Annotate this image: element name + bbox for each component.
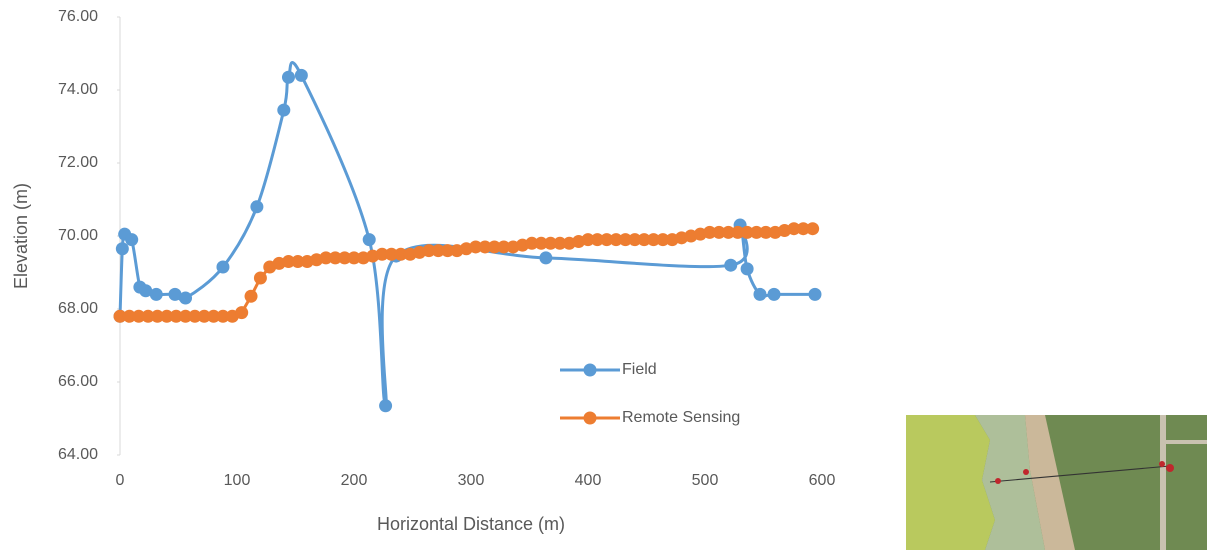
point bbox=[379, 399, 392, 412]
inset-map bbox=[906, 415, 1207, 550]
point bbox=[741, 262, 754, 275]
y-tick-label: 72.00 bbox=[58, 154, 98, 171]
x-tick-label: 300 bbox=[458, 472, 485, 489]
point bbox=[125, 233, 138, 246]
legend-marker bbox=[584, 364, 597, 377]
point bbox=[282, 71, 295, 84]
point bbox=[250, 200, 263, 213]
point bbox=[116, 242, 129, 255]
point bbox=[808, 288, 821, 301]
point bbox=[254, 271, 267, 284]
point bbox=[150, 288, 163, 301]
y-axis-title: Elevation (m) bbox=[11, 183, 31, 289]
point bbox=[245, 290, 258, 303]
point bbox=[539, 251, 552, 264]
point bbox=[295, 69, 308, 82]
x-tick-label: 500 bbox=[692, 472, 719, 489]
point bbox=[768, 288, 781, 301]
point bbox=[753, 288, 766, 301]
point bbox=[724, 259, 737, 272]
x-tick-label: 400 bbox=[575, 472, 602, 489]
y-tick-label: 64.00 bbox=[58, 446, 98, 463]
point bbox=[806, 222, 819, 235]
point bbox=[216, 261, 229, 274]
legend-marker bbox=[584, 412, 597, 425]
y-tick-label: 70.00 bbox=[58, 227, 98, 244]
y-tick-label: 74.00 bbox=[58, 81, 98, 98]
x-tick-label: 200 bbox=[341, 472, 368, 489]
legend-label: Field bbox=[622, 361, 657, 378]
legend-label: Remote Sensing bbox=[622, 409, 740, 426]
point bbox=[363, 233, 376, 246]
point bbox=[179, 292, 192, 305]
y-tick-label: 68.00 bbox=[58, 300, 98, 317]
point bbox=[277, 104, 290, 117]
x-axis-title: Horizontal Distance (m) bbox=[377, 514, 565, 534]
x-tick-label: 0 bbox=[116, 472, 125, 489]
y-tick-label: 66.00 bbox=[58, 373, 98, 390]
y-tick-label: 76.00 bbox=[58, 8, 98, 25]
chart: Horizontal Distance (m) Elevation (m) 64… bbox=[0, 0, 1207, 550]
x-tick-label: 600 bbox=[809, 472, 836, 489]
point bbox=[235, 306, 248, 319]
x-tick-label: 100 bbox=[224, 472, 251, 489]
